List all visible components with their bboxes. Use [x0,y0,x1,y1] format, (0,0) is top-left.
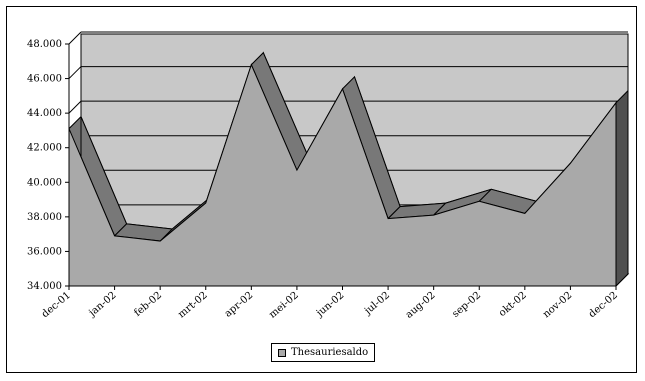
x-tick-label: sep-02 [450,290,483,320]
x-tick-label: dec-02 [587,290,620,320]
y-tick-label: 42.000 [27,143,62,154]
legend-swatch [278,348,286,357]
y-tick-label: 46.000 [27,74,62,85]
legend: Thesauriesaldo [271,343,376,362]
area-right-face [615,89,629,288]
y-tick-label: 48.000 [27,39,62,50]
y-tick-label: 44.000 [27,108,62,119]
y-tick-label: 34.000 [27,281,62,292]
x-tick-label: jun-02 [314,290,346,320]
x-tick-label: jul-02 [362,290,392,318]
legend-label: Thesauriesaldo [291,347,369,358]
area-series-thesauriesaldo [68,63,617,287]
gridline-depth [68,100,82,114]
x-tick-label: feb-02 [132,290,164,319]
x-tick-label: apr-02 [223,290,256,320]
x-tick-label: nov-02 [541,290,574,320]
x-tick-label: jan-02 [86,290,118,319]
x-tick-label: dec-01 [40,290,73,320]
x-tick-label: mei-02 [267,290,301,321]
x-tick-label: mrt-02 [176,290,209,321]
y-tick-label: 36.000 [27,246,62,257]
gridline-depth [68,31,82,45]
y-tick-label: 40.000 [27,177,62,188]
gridline-depth [68,66,82,79]
y-tick-label: 38.000 [27,212,62,223]
x-tick-label: aug-02 [404,290,438,321]
x-tick-label: okt-02 [497,290,529,319]
